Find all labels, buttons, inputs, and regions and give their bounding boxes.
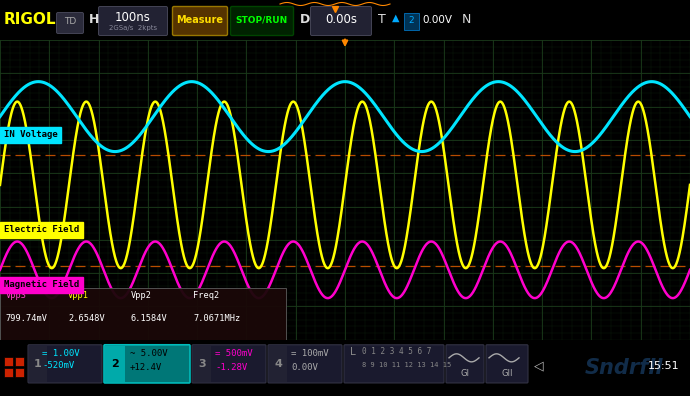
Text: ~ 5.00V: ~ 5.00V: [130, 349, 168, 358]
Bar: [29, 346, 47, 382]
Text: Vpp3: Vpp3: [6, 291, 27, 300]
Text: 4: 4: [274, 359, 282, 369]
FancyBboxPatch shape: [104, 345, 190, 383]
Text: IN Voltage: IN Voltage: [4, 130, 58, 139]
FancyBboxPatch shape: [230, 6, 293, 36]
Bar: [105, 346, 125, 382]
Text: 0 1 2 3 4 5 6 7: 0 1 2 3 4 5 6 7: [362, 347, 431, 356]
Bar: [193, 346, 211, 382]
Text: 799.74mV: 799.74mV: [6, 314, 48, 324]
FancyBboxPatch shape: [192, 345, 266, 383]
Text: 6.1584V: 6.1584V: [130, 314, 168, 324]
Bar: [269, 346, 287, 382]
Text: 2: 2: [408, 17, 414, 25]
Text: L: L: [350, 347, 356, 357]
Text: +12.4V: +12.4V: [130, 364, 162, 372]
Bar: [0, 288, 286, 340]
FancyBboxPatch shape: [344, 345, 444, 383]
Text: 0.00V: 0.00V: [291, 364, 318, 372]
Text: ▲: ▲: [392, 13, 400, 23]
FancyBboxPatch shape: [310, 6, 371, 36]
Text: GII: GII: [501, 369, 513, 379]
Text: -1.28V: -1.28V: [215, 364, 247, 372]
Bar: [4, 357, 13, 366]
FancyBboxPatch shape: [57, 13, 83, 34]
FancyBboxPatch shape: [99, 6, 168, 36]
Text: = 100mV: = 100mV: [291, 349, 328, 358]
Text: Measure: Measure: [177, 15, 224, 25]
Text: = 500mV: = 500mV: [215, 349, 253, 358]
Text: H: H: [89, 13, 99, 27]
Text: D: D: [300, 13, 310, 27]
Text: 0.00V: 0.00V: [422, 15, 452, 25]
Text: Vpp2: Vpp2: [130, 291, 152, 300]
Bar: [4, 368, 13, 377]
Text: = 1.00V: = 1.00V: [42, 349, 79, 358]
Text: N: N: [462, 13, 471, 27]
Text: Electric Field: Electric Field: [4, 225, 79, 234]
Text: TD: TD: [64, 17, 76, 27]
FancyBboxPatch shape: [404, 13, 419, 30]
Text: 0.00s: 0.00s: [325, 13, 357, 27]
Text: 7.0671MHz: 7.0671MHz: [193, 314, 240, 324]
Bar: [15, 368, 24, 377]
FancyBboxPatch shape: [172, 6, 228, 36]
Text: RIGOL: RIGOL: [4, 13, 57, 27]
Text: -520mV: -520mV: [42, 362, 75, 370]
Bar: [15, 357, 24, 366]
Text: Freq2: Freq2: [193, 291, 219, 300]
Text: Sndrfll: Sndrfll: [585, 358, 664, 378]
Text: 1: 1: [34, 359, 42, 369]
Text: STOP/RUN: STOP/RUN: [236, 15, 288, 25]
Text: Magnetic Field: Magnetic Field: [4, 280, 79, 289]
FancyBboxPatch shape: [446, 345, 484, 383]
Text: 2GSa/s  2kpts: 2GSa/s 2kpts: [109, 25, 157, 31]
FancyBboxPatch shape: [486, 345, 528, 383]
Text: Vpp1: Vpp1: [68, 291, 89, 300]
FancyBboxPatch shape: [28, 345, 102, 383]
Text: ◁: ◁: [534, 360, 544, 372]
Text: 8 9 10 11 12 13 14 15: 8 9 10 11 12 13 14 15: [362, 362, 451, 368]
Text: 3: 3: [198, 359, 206, 369]
Text: 100ns: 100ns: [115, 11, 151, 25]
Text: 2: 2: [111, 359, 119, 369]
Text: T: T: [378, 13, 386, 27]
Text: GI: GI: [460, 369, 469, 379]
Text: 2.6548V: 2.6548V: [68, 314, 105, 324]
FancyBboxPatch shape: [268, 345, 342, 383]
Text: 15:51: 15:51: [648, 361, 680, 371]
